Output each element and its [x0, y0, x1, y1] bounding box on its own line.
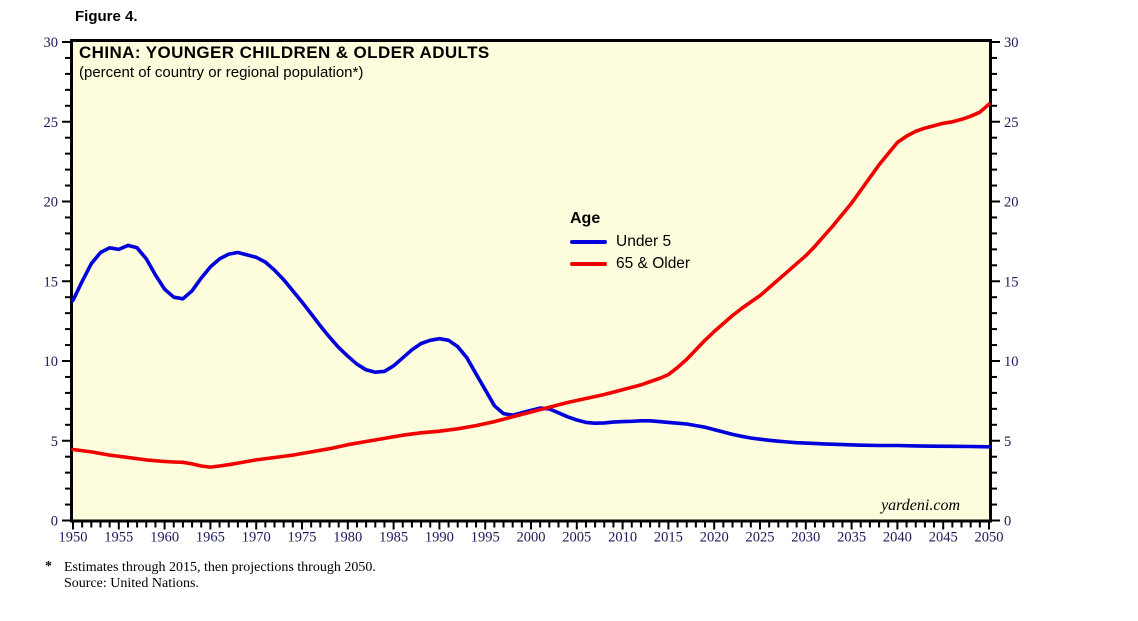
footnote-asterisk: *: [45, 559, 52, 574]
x-tick-label: 1975: [288, 530, 317, 546]
watermark-text: yardeni.com: [881, 497, 960, 514]
x-tick-label: 1980: [333, 530, 362, 546]
y-tick-label-left: 0: [51, 514, 58, 530]
legend-item-under5: Under 5: [570, 231, 690, 253]
x-tick-label: 2015: [654, 530, 683, 546]
y-tick-label-left: 30: [44, 35, 59, 51]
under5-series-line: [71, 243, 991, 449]
y-tick-label-right: 10: [1004, 354, 1019, 370]
y-tick-label-left: 10: [44, 354, 59, 370]
chart-title-block: CHINA: YOUNGER CHILDREN & OLDER ADULTS (…: [79, 43, 490, 82]
y-tick-label-right: 20: [1004, 195, 1019, 211]
plot-frame: [70, 39, 992, 523]
x-tick-label: 2020: [700, 530, 729, 546]
x-tick-label: 2025: [746, 530, 775, 546]
x-tick-label: 2035: [837, 530, 866, 546]
x-tick-label: 2000: [517, 530, 546, 546]
y-tick-label-left: 5: [51, 434, 58, 450]
x-tick-label: 2040: [883, 530, 912, 546]
x-tick-label: 1950: [59, 530, 88, 546]
legend-label: 65 & Older: [616, 255, 691, 272]
chart-legend: Age Under 5 65 & Older: [570, 210, 690, 275]
figure-number-label: Figure 4.: [75, 8, 138, 25]
y-tick-label-left: 20: [44, 195, 59, 211]
y-tick-label-left: 15: [44, 274, 59, 290]
footnote: * Estimates through 2015, then projectio…: [45, 559, 376, 592]
footnote-line2: Source: United Nations.: [64, 576, 199, 591]
footnote-line1: Estimates through 2015, then projections…: [64, 560, 376, 575]
older65-series-line: [71, 102, 991, 469]
x-tick-label: 1985: [379, 530, 408, 546]
legend-item-65older: 65 & Older: [570, 253, 690, 275]
x-tick-label: 2030: [791, 530, 820, 546]
x-tick-label: 1995: [471, 530, 500, 546]
y-tick-label-right: 25: [1004, 115, 1019, 131]
legend-title: Age: [570, 210, 601, 227]
x-tick-label: 2005: [562, 530, 591, 546]
x-tick-label: 1965: [196, 530, 225, 546]
y-tick-label-right: 5: [1004, 434, 1011, 450]
under5-line-swatch: [570, 240, 607, 244]
legend-label: Under 5: [616, 233, 672, 250]
older65-line-swatch: [570, 262, 607, 266]
x-tick-label: 1955: [104, 530, 133, 546]
chart-title: CHINA: YOUNGER CHILDREN & OLDER ADULTS: [79, 43, 490, 62]
x-tick-label: 2050: [975, 530, 1004, 546]
y-tick-label-right: 15: [1004, 274, 1019, 290]
y-tick-label-left: 25: [44, 115, 59, 131]
x-tick-label: 1970: [242, 530, 271, 546]
x-tick-label: 1960: [150, 530, 179, 546]
y-tick-label-right: 30: [1004, 35, 1019, 51]
y-tick-label-right: 0: [1004, 514, 1011, 530]
chart-subtitle: (percent of country or regional populati…: [79, 64, 364, 81]
x-tick-label: 2045: [929, 530, 958, 546]
x-tick-label: 2010: [608, 530, 637, 546]
x-tick-label: 1990: [425, 530, 454, 546]
